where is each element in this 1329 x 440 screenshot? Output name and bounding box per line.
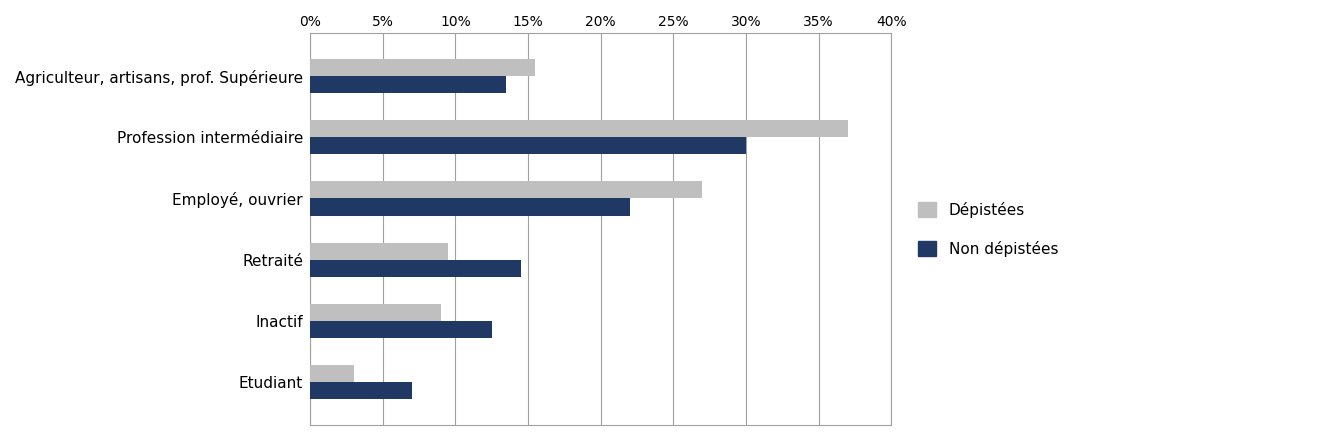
Bar — [310, 260, 521, 277]
Bar — [310, 382, 412, 399]
Bar — [310, 76, 506, 93]
Bar — [310, 242, 448, 260]
Bar — [310, 181, 702, 198]
Legend: Dépistées, Non dépistées: Dépistées, Non dépistées — [910, 194, 1066, 264]
Bar — [310, 365, 354, 382]
Bar — [310, 120, 848, 137]
Bar — [310, 304, 441, 321]
Bar — [310, 198, 630, 216]
Bar — [310, 321, 492, 338]
Bar — [310, 59, 536, 76]
Bar — [310, 137, 746, 154]
